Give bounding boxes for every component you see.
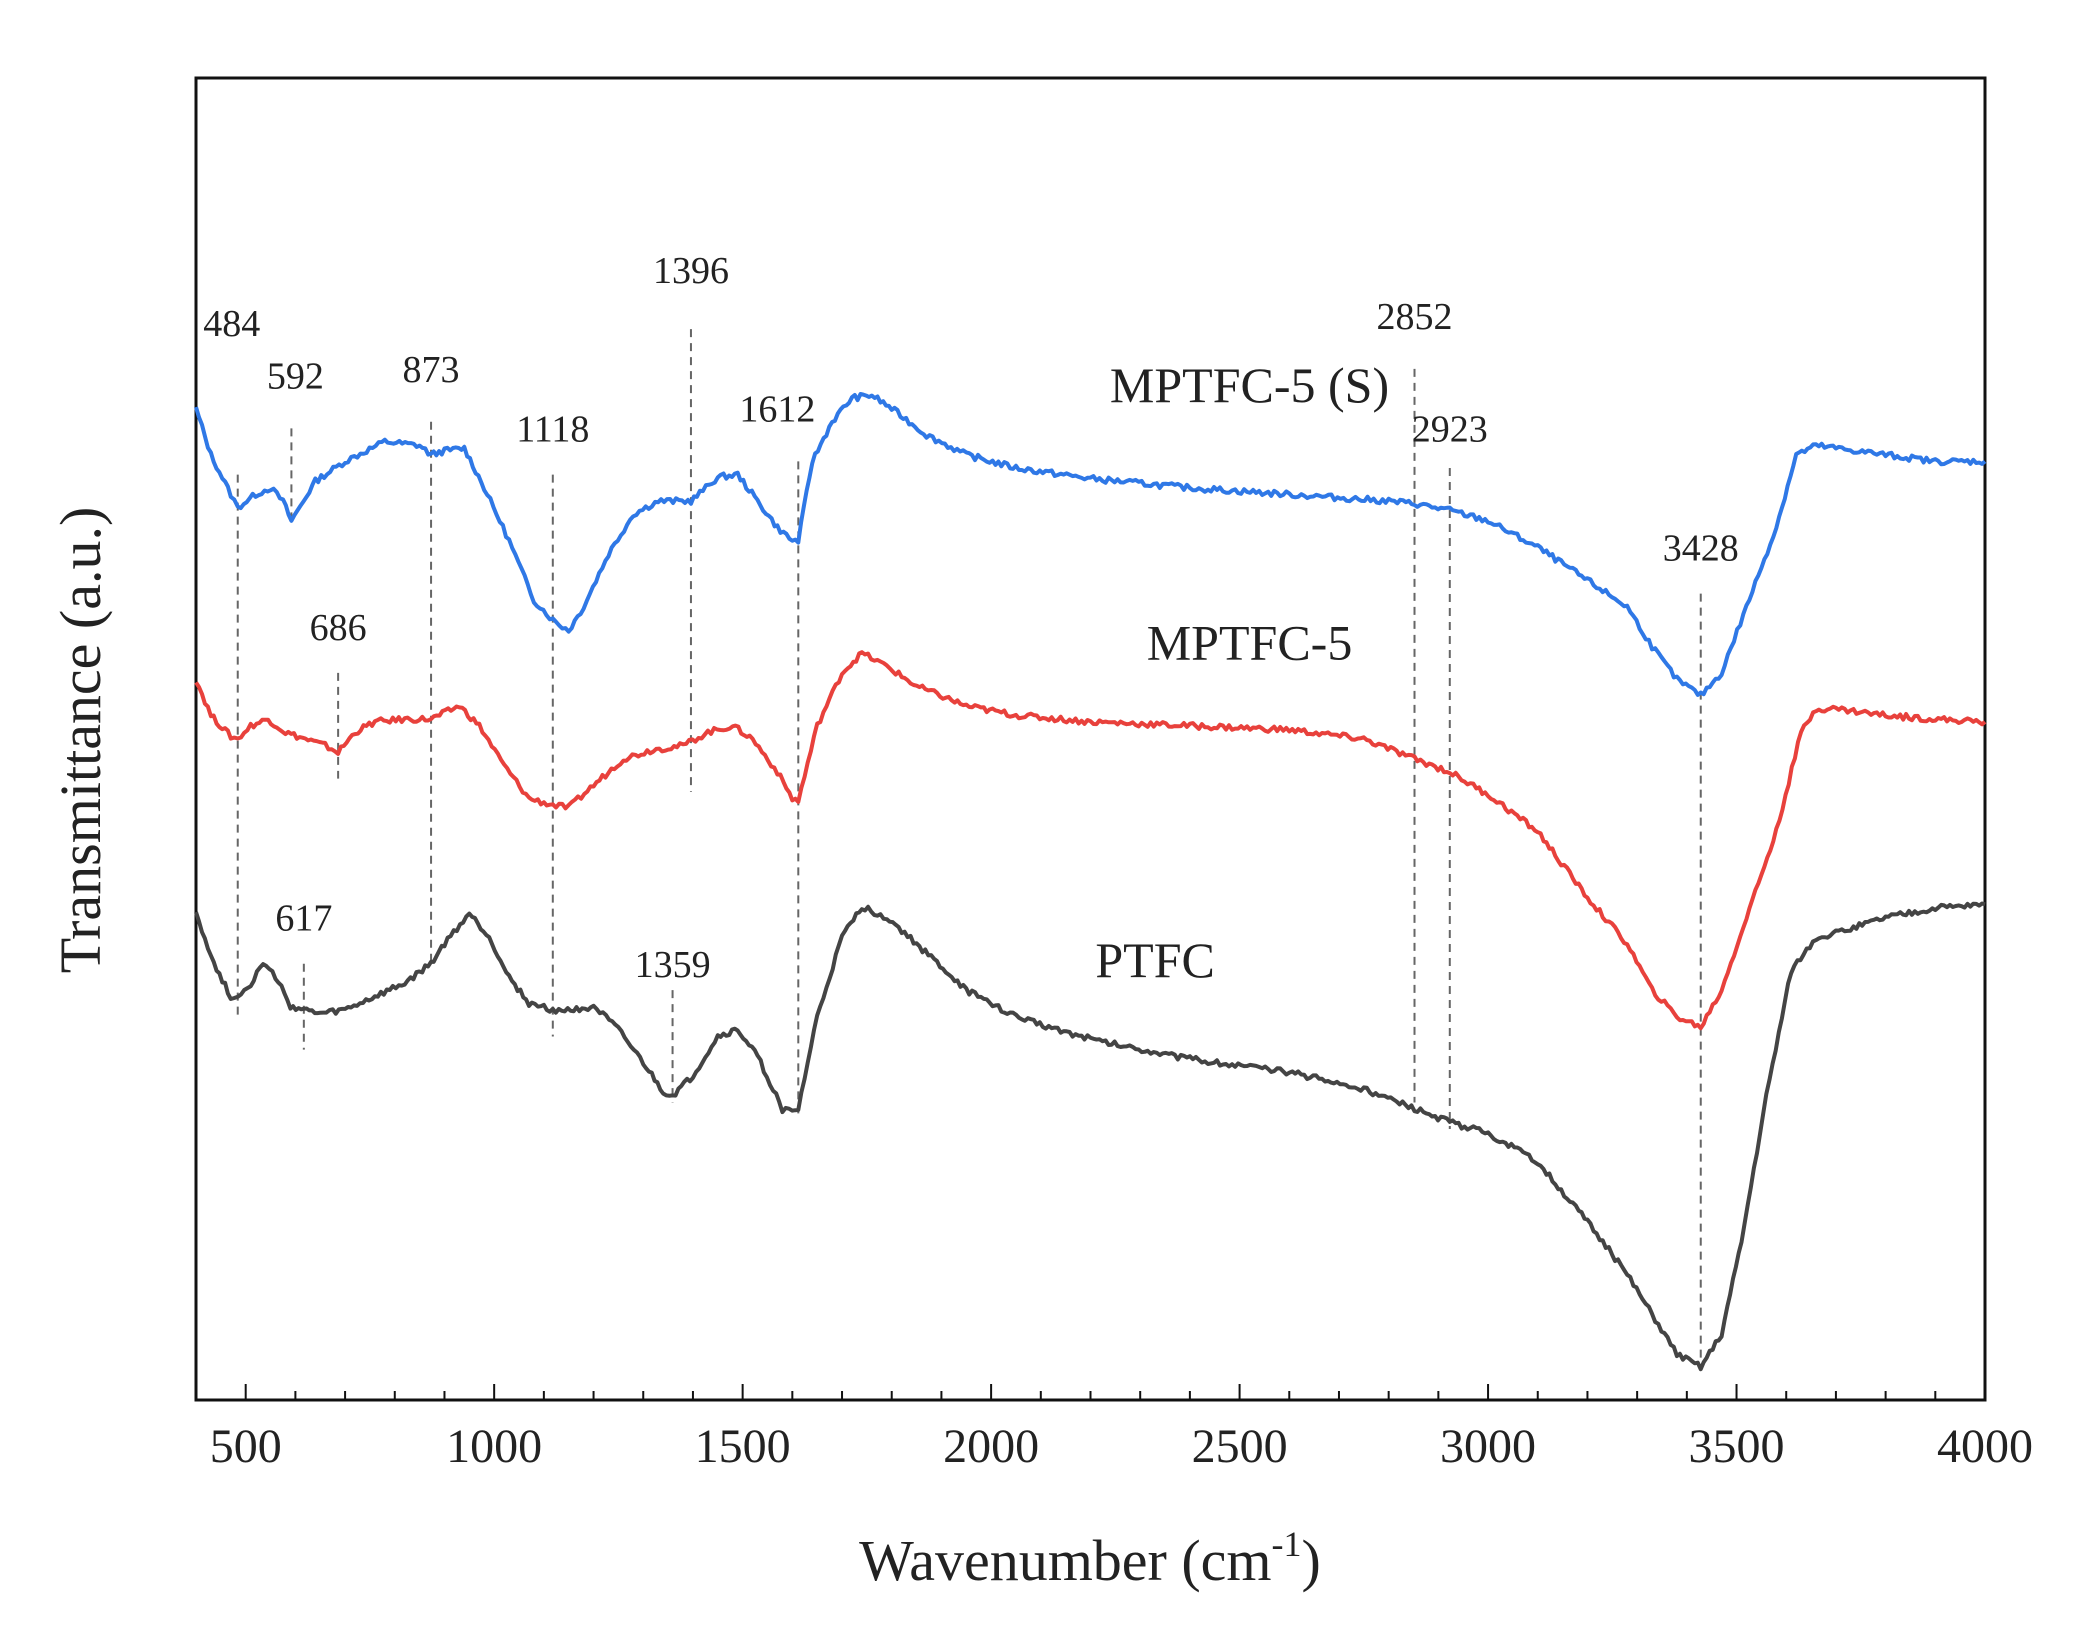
peak-label: 484 bbox=[203, 303, 260, 345]
peak-label: 1396 bbox=[653, 250, 729, 292]
peak-label: 873 bbox=[403, 349, 460, 391]
x-axis-ticks: 500 1000 1500 2000 2500 3000 3500 4000 bbox=[210, 1384, 2033, 1473]
peak-label: 2923 bbox=[1412, 409, 1488, 451]
peak-label: 592 bbox=[267, 356, 324, 398]
y-axis-title: Transmittance (a.u.) bbox=[48, 507, 113, 974]
plot-frame bbox=[194, 76, 1987, 1402]
x-tick-label: 3000 bbox=[1440, 1420, 1536, 1473]
peak-label: 617 bbox=[275, 898, 332, 940]
peak-label: 1359 bbox=[635, 944, 711, 986]
series-label: PTFC bbox=[1095, 932, 1215, 988]
series-lines bbox=[194, 392, 1987, 1372]
x-tick-label: 3500 bbox=[1689, 1420, 1785, 1473]
x-tick-label: 500 bbox=[210, 1420, 282, 1473]
peak-label: 686 bbox=[310, 607, 367, 649]
series-line-mptfc-5-s- bbox=[194, 392, 1987, 697]
peak-markers bbox=[236, 329, 1702, 1361]
peak-label: 1118 bbox=[516, 409, 589, 451]
x-tick-label: 2500 bbox=[1192, 1420, 1288, 1473]
series-label: MPTFC-5 bbox=[1147, 615, 1353, 671]
series-labels: MPTFC-5 (S) MPTFC-5 PTFC bbox=[1095, 357, 1389, 988]
series-label: MPTFC-5 (S) bbox=[1110, 357, 1389, 413]
x-axis-title-main: Wavenumber (cm bbox=[859, 1528, 1271, 1593]
peak-label: 3428 bbox=[1663, 528, 1739, 570]
x-axis-title-close: ) bbox=[1302, 1528, 1321, 1593]
series-line-ptfc bbox=[194, 901, 1986, 1372]
series-line-mptfc-5 bbox=[194, 650, 1987, 1031]
x-tick-label: 4000 bbox=[1937, 1420, 2033, 1473]
x-tick-label: 1500 bbox=[695, 1420, 791, 1473]
x-tick-label: 1000 bbox=[446, 1420, 542, 1473]
peak-label: 1612 bbox=[739, 389, 815, 431]
x-axis-title-superscript: -1 bbox=[1272, 1524, 1302, 1564]
peak-label: 2852 bbox=[1377, 296, 1453, 338]
x-tick-label: 2000 bbox=[943, 1420, 1039, 1473]
x-axis-title: Wavenumber (cm-1) bbox=[859, 1524, 1321, 1593]
